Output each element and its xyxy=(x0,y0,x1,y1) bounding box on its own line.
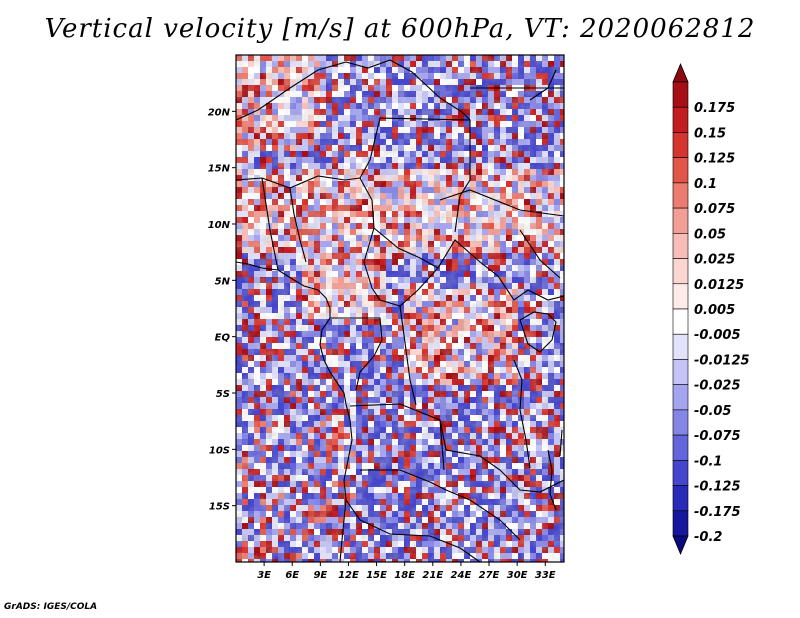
colorbar-level-label: -0.1 xyxy=(694,454,722,469)
colorbar-segment xyxy=(672,460,689,486)
lon-tick-label: 27E xyxy=(479,570,500,581)
lon-tick-label: 9E xyxy=(313,570,327,581)
lon-tick-label: 21E xyxy=(422,570,443,581)
lon-tick-label: 24E xyxy=(451,570,472,581)
sahara-borders xyxy=(236,59,471,233)
lat-tick-label: 5S xyxy=(216,389,230,400)
grads-credit: GrADS: IGES/COLA xyxy=(4,602,98,612)
colorbar-level-label: 0.175 xyxy=(694,101,735,116)
colorbar-level-label: 0.0125 xyxy=(694,278,744,293)
west-african-coastline xyxy=(236,261,353,562)
colorbar-top-arrow xyxy=(672,62,689,83)
colorbar-level-label: 0.15 xyxy=(694,126,726,141)
colorbar-segment xyxy=(672,283,689,310)
chart-title: Vertical velocity [m/s] at 600hPa, VT: 2… xyxy=(44,14,756,44)
colorbar: 0.175 0.15 0.125 0.1 0.075 0.05 0.025 0.0125 0.0… xyxy=(672,62,750,556)
colorbar-segment xyxy=(672,359,689,385)
colorbar-level-label: -0.175 xyxy=(694,505,741,520)
lon-tick-label: 15E xyxy=(366,570,387,581)
lake-nyasa-region xyxy=(547,429,563,511)
lon-tick-label: 30E xyxy=(507,570,528,581)
lon-tick-label: 3E xyxy=(257,570,271,581)
colorbar-segment xyxy=(672,81,689,108)
lat-tick-label: 20N xyxy=(208,107,231,118)
latitude-axis: 20N 15N 10N 5N EQ 5S 10S 15S xyxy=(208,107,236,513)
colorbar-level-label: -0.125 xyxy=(694,480,741,495)
colorbar-level-label: 0.05 xyxy=(694,227,726,242)
colorbar-level-label: 0.005 xyxy=(694,303,735,318)
colorbar-segment xyxy=(672,333,689,360)
map-area xyxy=(235,54,565,563)
colorbar-segment xyxy=(672,409,689,436)
political-boundaries xyxy=(236,59,564,562)
lon-tick-label: 18E xyxy=(394,570,415,581)
central-africa-borders xyxy=(330,227,564,406)
colorbar-segment xyxy=(672,258,689,285)
colorbar-level-label: 0.025 xyxy=(694,253,735,268)
colorbar-level-label: 0.1 xyxy=(694,177,717,192)
lon-tick-label: 6E xyxy=(285,570,299,581)
colorbar-segment xyxy=(672,510,689,537)
colorbar-level-label: -0.025 xyxy=(694,379,741,394)
lake-victoria-region xyxy=(513,311,557,469)
colorbar-level-label: 0.075 xyxy=(694,202,735,217)
lat-tick-label: 10S xyxy=(209,445,230,456)
colorbar-level-label: -0.0125 xyxy=(694,353,750,368)
colorbar-level-label: 0.125 xyxy=(694,152,735,167)
sahel-borders xyxy=(236,175,564,271)
lat-tick-label: 15S xyxy=(209,502,230,513)
colorbar-level-label: -0.075 xyxy=(694,429,741,444)
colorbar-level-label: -0.2 xyxy=(694,530,722,545)
lat-tick-label: EQ xyxy=(215,333,231,344)
colorbar-bottom-arrow xyxy=(672,535,689,556)
nile-red-sea xyxy=(519,69,561,279)
map-frame xyxy=(235,54,565,563)
colorbar-segment xyxy=(672,233,689,259)
colorbar-level-label: -0.05 xyxy=(694,404,731,419)
colorbar-segment xyxy=(672,157,689,184)
lat-tick-label: 5N xyxy=(215,276,231,287)
colorbar-segment xyxy=(672,485,689,512)
colorbar-segment xyxy=(672,132,689,158)
colorbar-segment xyxy=(672,308,689,335)
colorbar-segment xyxy=(672,434,689,461)
colorbar-segment xyxy=(672,106,689,133)
colorbar-segment xyxy=(672,384,689,411)
southern-borders xyxy=(345,403,564,562)
colorbar-segment xyxy=(672,182,689,209)
lon-tick-label: 12E xyxy=(338,570,359,581)
colorbar-segment xyxy=(672,207,689,234)
lat-tick-label: 15N xyxy=(208,164,231,175)
colorbar-level-label: -0.005 xyxy=(694,328,741,343)
lon-tick-label: 33E xyxy=(535,570,556,581)
longitude-axis: 3E 6E 9E 12E 15E 18E 21E 24E 27E 30E 33E xyxy=(257,562,556,581)
lat-tick-label: 10N xyxy=(208,220,231,231)
